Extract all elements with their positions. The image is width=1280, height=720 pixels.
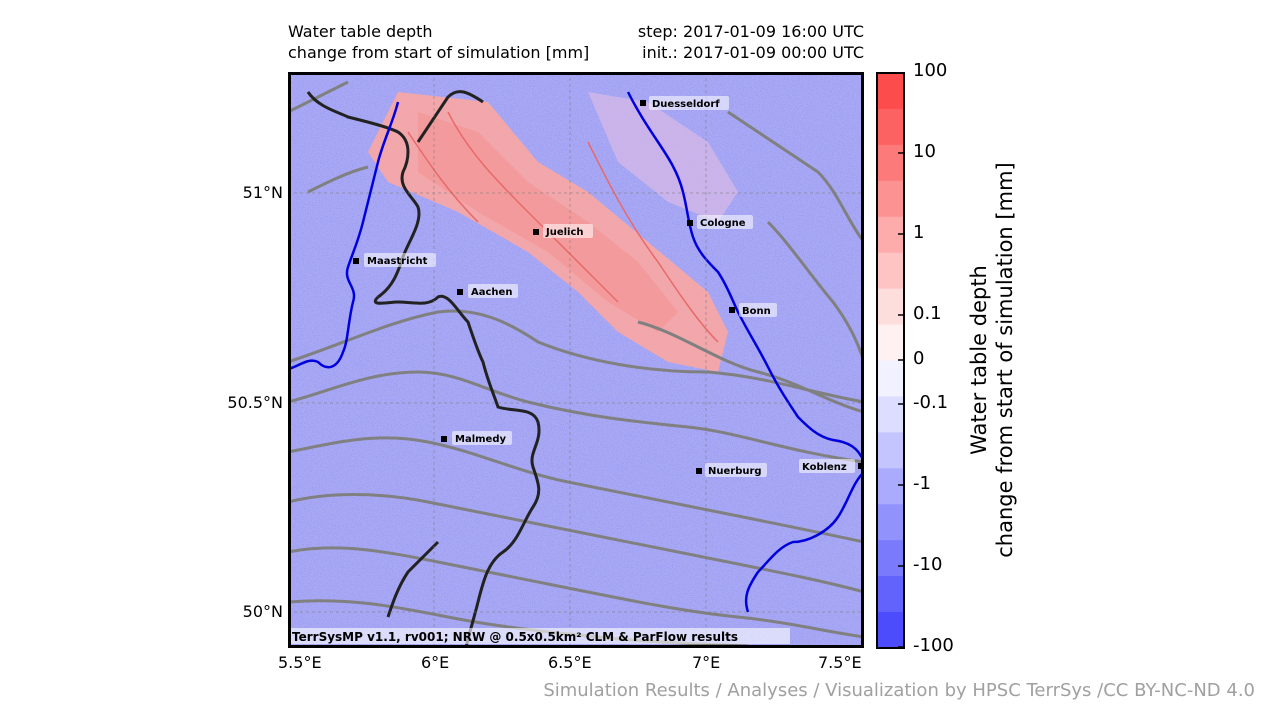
lon-tick-7-5: 7.5°E bbox=[818, 653, 862, 672]
city-juelich[interactable]: Juelich bbox=[533, 224, 593, 238]
colorbar-level-3 bbox=[877, 180, 904, 218]
colorbar-level-11 bbox=[877, 468, 904, 505]
credit-bg bbox=[290, 628, 790, 644]
colorbar-tick-neg-10: -10 bbox=[913, 554, 943, 575]
colorbar-levels bbox=[877, 73, 904, 649]
colorbar-label-line-1: Water table depth bbox=[967, 265, 991, 455]
colorbar-level-2 bbox=[877, 144, 904, 182]
colorbar-level-4 bbox=[877, 216, 904, 254]
lat-tick-50: 50°N bbox=[242, 602, 283, 621]
colorbar bbox=[876, 72, 905, 649]
city-malmedy[interactable]: Malmedy bbox=[441, 431, 512, 445]
colorbar-level-0 bbox=[877, 73, 904, 110]
colorbar-tick-10: 10 bbox=[913, 141, 936, 162]
colorbar-tick-neg-1: -1 bbox=[913, 473, 931, 494]
map-frame bbox=[288, 72, 864, 648]
model-credit: TerrSysMP v1.1, rv001; NRW @ 0.5x0.5km² … bbox=[292, 630, 738, 644]
streams bbox=[407, 111, 719, 343]
terrain-contours bbox=[288, 80, 864, 648]
attribution-footer: Simulation Results / Analyses / Visualiz… bbox=[543, 680, 1255, 701]
city-marker-icon bbox=[640, 100, 646, 106]
colorbar-level-12 bbox=[877, 504, 904, 541]
city-label-juelich: Juelich bbox=[545, 227, 584, 238]
map-canvas[interactable]: Duesseldorf Cologne Juelich Maastricht A… bbox=[288, 72, 864, 648]
colorbar-level-1 bbox=[877, 108, 904, 146]
city-label-duesseldorf: Duesseldorf bbox=[652, 99, 720, 110]
city-marker-icon bbox=[457, 289, 463, 295]
city-label-koblenz: Koblenz bbox=[802, 462, 847, 473]
step-timestamp: step: 2017-01-09 16:00 UTC bbox=[637, 22, 864, 41]
city-koblenz[interactable]: Koblenz bbox=[799, 459, 864, 473]
city-markers: Duesseldorf Cologne Juelich Maastricht A… bbox=[353, 96, 864, 477]
city-label-bonn: Bonn bbox=[742, 306, 771, 317]
city-label-cologne: Cologne bbox=[700, 218, 746, 229]
city-aachen[interactable]: Aachen bbox=[457, 284, 518, 298]
colorbar-label-line-2: change from start of simulation [mm] bbox=[993, 162, 1017, 558]
colorbar-tick-1: 1 bbox=[913, 222, 925, 243]
lat-tick-51: 51°N bbox=[242, 183, 283, 202]
city-marker-icon bbox=[687, 220, 693, 226]
city-label-nuerburg: Nuerburg bbox=[708, 466, 762, 477]
title-line-1: Water table depth bbox=[288, 22, 433, 41]
colorbar-label: Water table depth change from start of s… bbox=[966, 130, 1018, 590]
city-label-maastricht: Maastricht bbox=[367, 256, 428, 267]
colorbar-level-8 bbox=[877, 360, 904, 397]
positive-zone-core bbox=[418, 112, 678, 332]
city-duesseldorf[interactable]: Duesseldorf bbox=[640, 96, 729, 110]
city-marker-icon bbox=[441, 436, 447, 442]
city-marker-icon bbox=[696, 468, 702, 474]
lon-tick-7: 7°E bbox=[692, 653, 721, 672]
colorbar-tick-0-1: 0.1 bbox=[913, 303, 942, 324]
title-line-2: change from start of simulation [mm] bbox=[288, 43, 590, 62]
city-marker-icon bbox=[729, 307, 735, 313]
colorbar-level-7 bbox=[877, 324, 904, 361]
lon-tick-6-5: 6.5°E bbox=[548, 653, 592, 672]
colorbar-level-6 bbox=[877, 288, 904, 326]
city-maastricht[interactable]: Maastricht bbox=[353, 253, 436, 267]
colorbar-level-10 bbox=[877, 432, 904, 469]
graticule bbox=[288, 72, 864, 648]
lat-tick-50-5: 50.5°N bbox=[227, 393, 283, 412]
colorbar-ticks bbox=[898, 72, 904, 648]
city-marker-icon bbox=[533, 229, 539, 235]
colorbar-tick-neg-100: -100 bbox=[913, 635, 954, 656]
colorbar-level-14 bbox=[877, 576, 904, 613]
colorbar-tick-100: 100 bbox=[913, 60, 948, 81]
city-label-malmedy: Malmedy bbox=[455, 434, 506, 445]
colorbar-tick-0: 0 bbox=[913, 348, 925, 369]
init-timestamp: init.: 2017-01-09 00:00 UTC bbox=[642, 43, 864, 62]
city-cologne[interactable]: Cologne bbox=[687, 215, 753, 229]
lon-tick-5-5: 5.5°E bbox=[278, 653, 322, 672]
city-marker-icon bbox=[353, 258, 359, 264]
colorbar-tick-neg-0-1: -0.1 bbox=[913, 392, 949, 413]
colorbar-level-5 bbox=[877, 252, 904, 290]
city-bonn[interactable]: Bonn bbox=[729, 303, 777, 317]
lon-tick-6: 6°E bbox=[421, 653, 450, 672]
colorbar-level-9 bbox=[877, 396, 904, 433]
city-nuerburg[interactable]: Nuerburg bbox=[696, 463, 767, 477]
rivers bbox=[288, 91, 864, 613]
city-label-aachen: Aachen bbox=[471, 287, 512, 298]
colorbar-level-13 bbox=[877, 540, 904, 577]
mixed-zone bbox=[588, 92, 738, 222]
colorbar-level-15 bbox=[877, 612, 904, 649]
